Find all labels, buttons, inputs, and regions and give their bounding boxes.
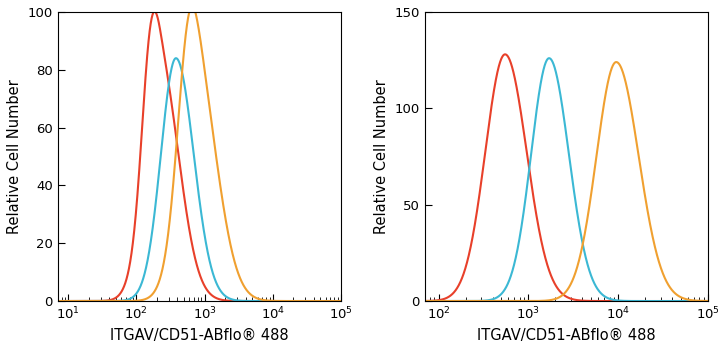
Y-axis label: Relative Cell Number: Relative Cell Number	[7, 79, 22, 234]
X-axis label: ITGAV/CD51-ABflo® 488: ITGAV/CD51-ABflo® 488	[477, 328, 656, 343]
X-axis label: ITGAV/CD51-ABflo® 488: ITGAV/CD51-ABflo® 488	[110, 328, 289, 343]
Y-axis label: Relative Cell Number: Relative Cell Number	[374, 79, 389, 234]
